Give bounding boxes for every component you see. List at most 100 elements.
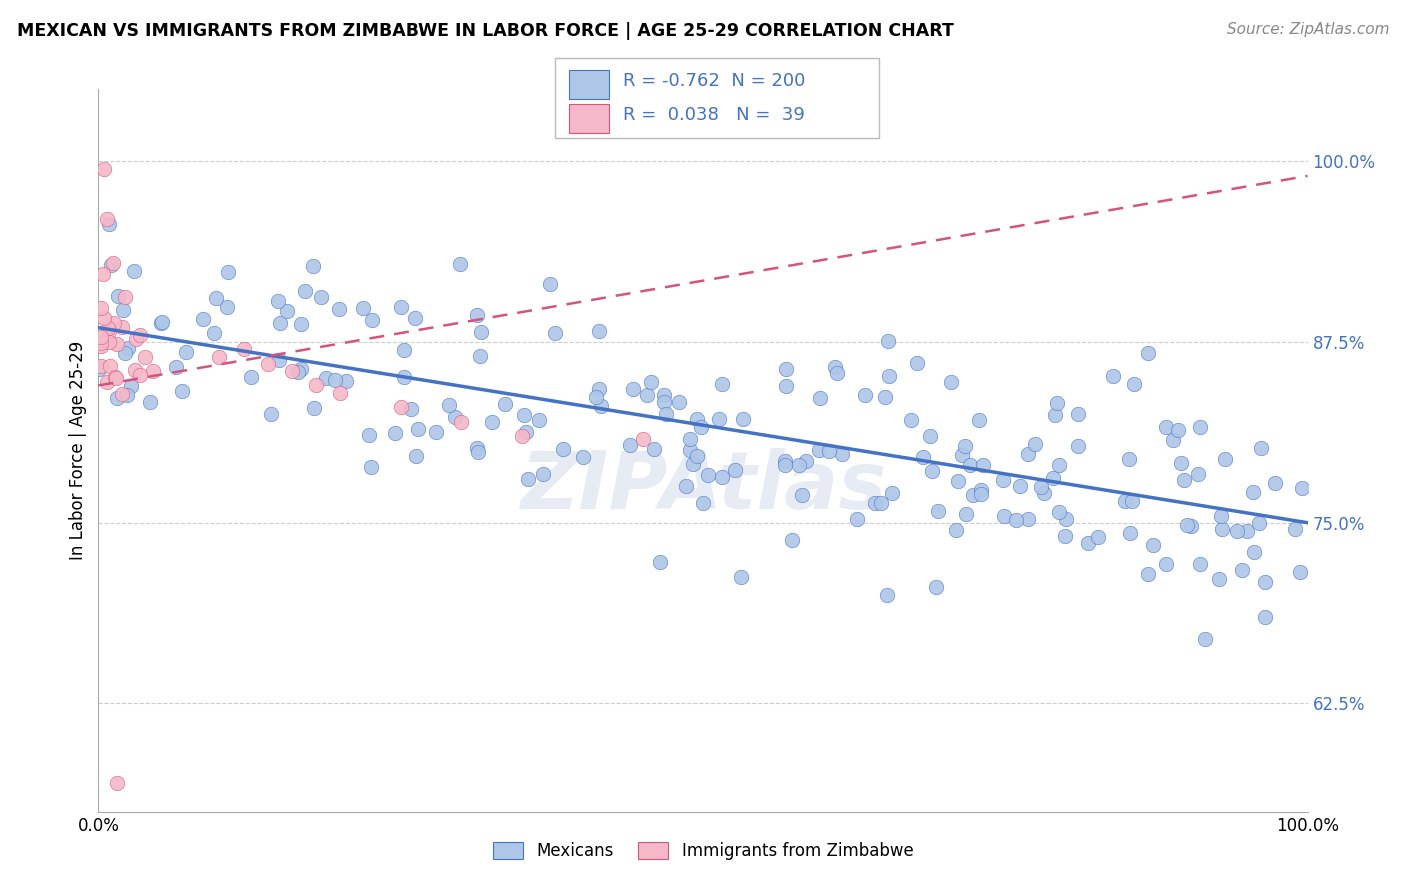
Point <box>1123 377 1146 392</box>
Point <box>882 486 904 500</box>
Point <box>865 496 887 510</box>
Point <box>1189 420 1212 434</box>
Point <box>111 320 134 334</box>
Point <box>724 463 747 477</box>
Point <box>1043 409 1066 423</box>
Point <box>686 449 709 463</box>
Point <box>468 349 491 363</box>
Point <box>443 410 465 425</box>
Point <box>1067 408 1090 422</box>
Y-axis label: In Labor Force | Age 25-29: In Labor Force | Age 25-29 <box>69 341 87 560</box>
Point <box>948 474 970 488</box>
Point <box>323 373 346 387</box>
Point <box>97 217 120 231</box>
Point <box>90 301 112 316</box>
Text: R = -0.762  N = 200: R = -0.762 N = 200 <box>623 72 806 90</box>
Point <box>1254 575 1277 590</box>
Point <box>100 258 122 272</box>
Point <box>405 449 427 463</box>
Point <box>205 291 228 305</box>
Point <box>650 555 672 569</box>
Point <box>1017 447 1039 461</box>
Point <box>631 432 654 446</box>
Point <box>1077 536 1099 550</box>
Point <box>945 523 967 537</box>
Point <box>780 533 803 547</box>
Point <box>512 409 534 423</box>
Point <box>773 454 796 468</box>
Point <box>111 387 134 401</box>
Point <box>927 504 949 518</box>
Point <box>551 442 574 456</box>
Point <box>696 468 718 483</box>
Point <box>690 419 713 434</box>
Point <box>955 507 977 521</box>
Point <box>817 444 839 458</box>
Point <box>309 289 332 303</box>
Point <box>1042 471 1064 485</box>
Point <box>90 330 112 344</box>
Point <box>531 467 554 482</box>
Point <box>1175 518 1198 533</box>
Point <box>950 448 973 462</box>
Point <box>1241 484 1264 499</box>
Point <box>1194 632 1216 646</box>
Point <box>679 433 702 447</box>
Point <box>808 391 831 405</box>
Point <box>1029 480 1052 494</box>
Point <box>970 487 993 501</box>
Point <box>315 371 337 385</box>
Point <box>1213 451 1236 466</box>
Point <box>269 352 291 367</box>
Point <box>970 483 993 498</box>
Point <box>1226 524 1249 538</box>
Point <box>399 402 422 417</box>
Point <box>711 470 734 484</box>
Point <box>98 324 121 338</box>
Point <box>675 478 697 492</box>
Point <box>775 378 797 392</box>
Point <box>1264 476 1286 491</box>
Point <box>384 426 406 441</box>
Point <box>790 488 813 502</box>
Point <box>112 302 135 317</box>
Point <box>256 357 278 371</box>
Point <box>925 580 948 594</box>
Point <box>96 212 118 227</box>
Point <box>174 345 197 359</box>
Point <box>515 425 537 439</box>
Point <box>267 293 290 308</box>
Point <box>91 267 114 281</box>
Point <box>117 342 139 356</box>
Point <box>352 301 374 316</box>
Point <box>1289 566 1312 580</box>
Point <box>1291 481 1313 495</box>
Point <box>465 308 488 322</box>
Point <box>1118 451 1140 466</box>
Point <box>1008 478 1031 492</box>
Point <box>90 338 112 352</box>
Point <box>115 387 138 401</box>
Point <box>114 346 136 360</box>
Point <box>1154 420 1177 434</box>
Point <box>104 371 127 385</box>
Point <box>1101 369 1123 384</box>
Point <box>1156 558 1178 572</box>
Point <box>918 429 941 443</box>
Point <box>208 350 231 364</box>
Point <box>1121 493 1143 508</box>
Text: Source: ZipAtlas.com: Source: ZipAtlas.com <box>1226 22 1389 37</box>
Point <box>93 161 115 176</box>
Point <box>301 260 323 274</box>
Point <box>335 374 357 388</box>
Point <box>217 301 239 315</box>
Point <box>165 359 187 374</box>
Point <box>449 257 471 271</box>
Point <box>1017 512 1039 526</box>
Point <box>425 425 447 440</box>
Point <box>1087 530 1109 544</box>
Point <box>1208 573 1230 587</box>
Point <box>1066 439 1088 453</box>
Point <box>588 324 610 338</box>
Legend: Mexicans, Immigrants from Zimbabwe: Mexicans, Immigrants from Zimbabwe <box>484 834 922 869</box>
